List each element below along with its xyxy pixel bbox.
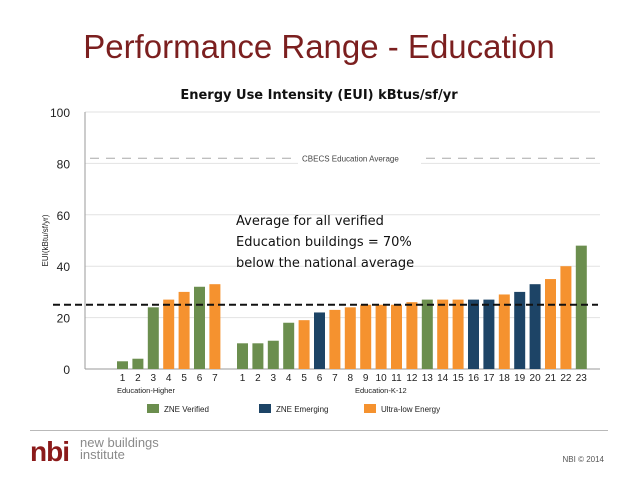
annotation-text: Education buildings = 70% <box>236 235 412 250</box>
logo-text-line1: new buildings <box>80 435 159 450</box>
bar <box>132 358 144 369</box>
logo-mark: nbi <box>30 436 70 467</box>
bar <box>437 299 449 369</box>
legend-swatch <box>147 404 159 413</box>
x-tick-label: 18 <box>499 373 511 384</box>
legend-label: ZNE Verified <box>164 405 209 414</box>
bar <box>498 294 510 369</box>
x-tick-label: 2 <box>135 373 141 384</box>
bar <box>267 340 279 369</box>
x-tick-label: 5 <box>301 373 307 384</box>
x-tick-label: 9 <box>363 373 369 384</box>
x-tick-label: 14 <box>437 373 449 384</box>
bar <box>329 309 341 369</box>
x-tick-label: 22 <box>560 373 572 384</box>
bar <box>391 304 402 369</box>
x-tick-label: 4 <box>286 373 292 384</box>
legend-label: Ultra-low Energy <box>381 405 440 414</box>
x-tick-label: 10 <box>376 373 388 384</box>
legend-label: ZNE Emerging <box>276 405 328 414</box>
x-tick-label: 1 <box>120 373 126 384</box>
x-tick-label: 6 <box>317 373 323 384</box>
x-tick-label: 17 <box>483 373 495 384</box>
bar <box>514 291 526 369</box>
y-axis-label: EUI(kBtu/sf/yr) <box>41 214 50 266</box>
y-tick-label: 80 <box>57 157 71 171</box>
x-tick-label: 4 <box>166 373 172 384</box>
x-tick-label: 1 <box>240 373 246 384</box>
group-label: Education-Higher <box>117 386 175 395</box>
reference-label: CBECS Education Average <box>302 154 399 163</box>
bar <box>117 361 128 369</box>
footer-divider <box>30 430 608 431</box>
bar <box>406 302 418 369</box>
legend-swatch <box>259 404 271 413</box>
bar <box>163 299 175 369</box>
x-tick-label: 3 <box>151 373 157 384</box>
x-tick-label: 16 <box>468 373 480 384</box>
bar <box>209 284 221 369</box>
legend-swatch <box>364 404 376 413</box>
bar <box>344 307 356 369</box>
bar <box>575 245 587 369</box>
x-tick-label: 3 <box>271 373 277 384</box>
x-tick-label: 8 <box>348 373 354 384</box>
bar <box>421 299 433 369</box>
x-tick-label: 7 <box>212 373 218 384</box>
bar <box>237 343 248 369</box>
x-tick-label: 19 <box>514 373 526 384</box>
x-tick-label: 6 <box>197 373 203 384</box>
copyright-text: NBI © 2014 <box>562 455 604 464</box>
x-tick-label: 23 <box>576 373 588 384</box>
x-tick-label: 12 <box>406 373 418 384</box>
reference-label-bg <box>298 152 421 165</box>
y-tick-label: 40 <box>57 260 71 274</box>
group-label: Education-K-12 <box>355 386 407 395</box>
y-tick-label: 100 <box>50 106 70 120</box>
y-tick-label: 60 <box>57 209 71 223</box>
bar <box>314 312 325 369</box>
y-tick-label: 20 <box>57 312 71 326</box>
bar <box>147 307 159 369</box>
bar <box>468 299 479 369</box>
x-tick-label: 15 <box>453 373 465 384</box>
bar <box>375 304 387 369</box>
x-tick-label: 5 <box>181 373 187 384</box>
x-tick-label: 21 <box>545 373 557 384</box>
bar <box>452 299 464 369</box>
bar <box>529 284 541 369</box>
x-tick-label: 13 <box>422 373 434 384</box>
x-tick-label: 7 <box>332 373 338 384</box>
x-tick-label: 20 <box>530 373 542 384</box>
annotation-text: below the national average <box>236 256 414 271</box>
logo-text-line2: institute <box>80 447 125 462</box>
slide-title: Performance Range - Education <box>83 28 555 65</box>
chart-title: Energy Use Intensity (EUI) kBtus/sf/yr <box>180 88 458 103</box>
x-tick-label: 2 <box>255 373 261 384</box>
bar <box>283 322 295 369</box>
x-tick-label: 11 <box>391 373 402 384</box>
annotation-text: Average for all verified <box>236 214 384 229</box>
bar <box>178 291 190 369</box>
bar <box>194 286 205 369</box>
bar <box>545 279 556 369</box>
bar <box>252 343 264 369</box>
bar <box>560 266 572 369</box>
bar <box>298 320 310 369</box>
bar <box>360 304 372 369</box>
y-tick-label: 0 <box>63 363 70 377</box>
bar <box>483 299 495 369</box>
